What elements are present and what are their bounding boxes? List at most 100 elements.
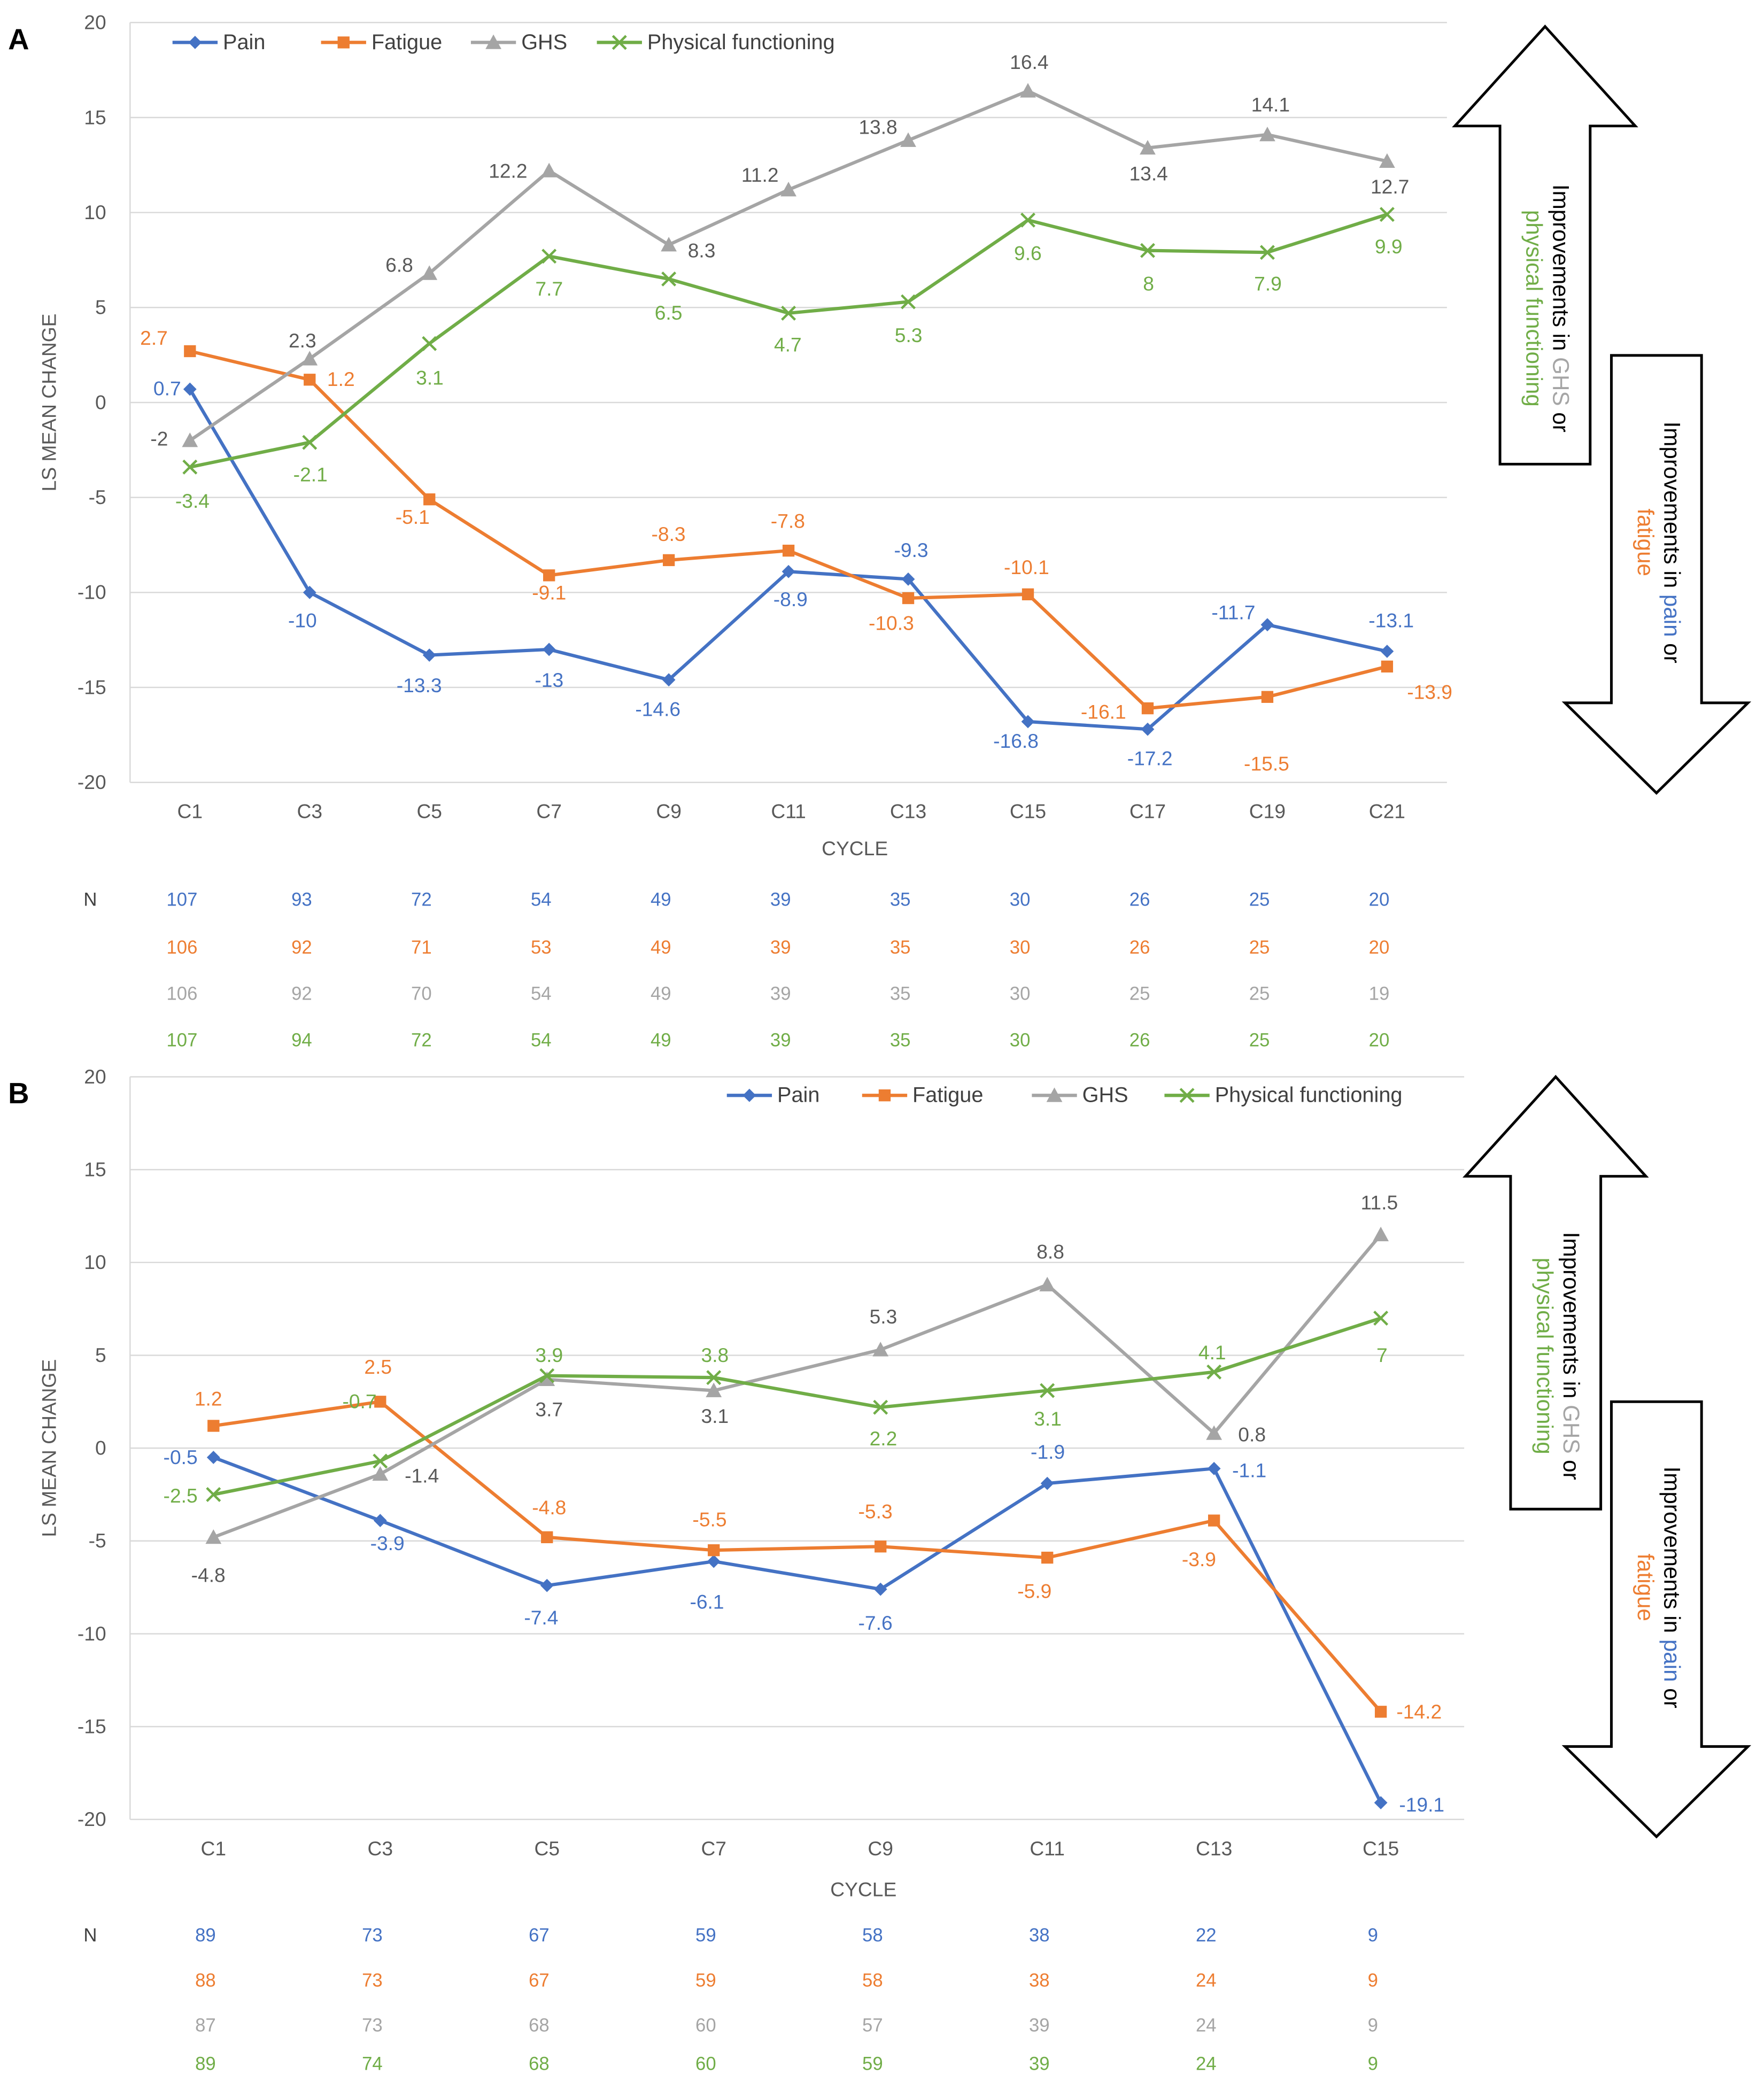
arrow-text-line1: Improvements in GHS or — [1559, 1232, 1584, 1480]
n-value: 49 — [651, 889, 671, 910]
arrow-text-line2: physical functioning — [1522, 210, 1547, 407]
y-tick-label: 15 — [84, 106, 106, 128]
y-tick-label: 15 — [84, 1158, 106, 1181]
data-label: 6.5 — [655, 301, 683, 324]
data-point — [1373, 1311, 1389, 1326]
arrow-text: or — [1660, 637, 1685, 663]
n-value: 9 — [1368, 2016, 1378, 2036]
data-point — [302, 435, 318, 450]
n-value: 59 — [695, 1970, 716, 1991]
x-tick-label: C3 — [297, 800, 322, 823]
n-value: 60 — [695, 2016, 716, 2036]
data-point — [207, 1420, 220, 1432]
n-value: 24 — [1196, 1970, 1217, 1991]
data-label: -4.8 — [191, 1564, 226, 1586]
data-label: 1.2 — [327, 368, 355, 390]
arrow-text: Improvements in — [1548, 184, 1573, 357]
n-value: 59 — [862, 2054, 883, 2075]
n-value: 26 — [1129, 889, 1150, 910]
legend-marker — [742, 1088, 756, 1102]
arrow-text-line1: Improvements in pain or — [1660, 1467, 1685, 1708]
data-label: 0.7 — [153, 377, 181, 399]
data-point — [1207, 1461, 1221, 1475]
n-value: 106 — [166, 984, 197, 1004]
data-point — [540, 1578, 554, 1592]
data-label: -3.4 — [175, 490, 210, 512]
data-label: -6.1 — [690, 1590, 724, 1613]
arrow-text-highlight: GHS — [1559, 1405, 1584, 1453]
series-line — [213, 1233, 1382, 1539]
data-point — [1380, 645, 1394, 658]
n-value: 30 — [1010, 938, 1031, 958]
data-label: -0.7 — [342, 1390, 376, 1413]
data-point — [1261, 691, 1274, 703]
data-label: -1.1 — [1232, 1459, 1266, 1482]
data-point — [781, 305, 796, 321]
n-value: 89 — [195, 1925, 216, 1946]
n-value: 30 — [1010, 889, 1031, 910]
data-label: 8.3 — [688, 239, 716, 261]
data-label: -5.5 — [692, 1508, 726, 1531]
n-value: 24 — [1196, 2016, 1217, 2036]
data-point — [1020, 83, 1036, 98]
data-point — [373, 1514, 387, 1527]
data-point — [662, 673, 676, 687]
legend-item: Physical functioning — [1164, 1083, 1402, 1107]
data-point — [1379, 153, 1395, 168]
n-value: 57 — [862, 2016, 883, 2036]
data-point — [1041, 1551, 1054, 1564]
data-point — [539, 1371, 555, 1387]
y-tick-label: 20 — [84, 11, 106, 34]
data-point — [542, 643, 556, 656]
series-line — [213, 1317, 1382, 1497]
x-tick-label: C9 — [868, 1837, 893, 1860]
legend-marker — [878, 1089, 891, 1102]
data-point — [541, 162, 558, 177]
x-tick-label: C17 — [1129, 800, 1166, 823]
legend-label: Fatigue — [372, 30, 442, 54]
data-point — [1022, 588, 1034, 601]
legend-item: Fatigue — [862, 1083, 983, 1107]
chart-A: A -20 -15 -10 -5 0 5 10 15 20 LS MEAN CHANGE C1 C3 C5… — [8, 11, 1752, 1050]
data-point — [205, 1529, 222, 1544]
n-value: 67 — [529, 1925, 550, 1946]
legend-item: Pain — [726, 1083, 819, 1107]
legend-label: Physical functioning — [647, 30, 835, 54]
series-pain — [183, 382, 1394, 736]
arrow-text-highlight: pain — [1660, 594, 1685, 637]
data-point — [1373, 1226, 1389, 1242]
n-value: 54 — [531, 1030, 552, 1050]
data-point — [661, 237, 677, 252]
data-label: -9.1 — [532, 581, 566, 603]
data-point — [303, 585, 316, 599]
n-value: 54 — [531, 889, 552, 910]
legend-label: Pain — [223, 30, 265, 54]
data-label: -10.1 — [1004, 556, 1049, 578]
n-value: 106 — [166, 938, 197, 958]
legend-marker — [1046, 1087, 1063, 1102]
data-point — [184, 345, 196, 358]
data-label: -3.9 — [370, 1532, 405, 1554]
n-label: N — [83, 1925, 97, 1946]
n-value: 25 — [1129, 984, 1150, 1004]
data-point — [374, 1396, 386, 1408]
y-tick-label: 5 — [95, 296, 106, 319]
n-value: 70 — [411, 984, 432, 1004]
data-label: -8.9 — [773, 588, 808, 610]
data-label: 4.7 — [774, 333, 802, 355]
data-labels-ghs: -2 2.3 6.8 12.2 8.3 11.2 13.8 16.4 13.4 14.1 12.7 — [150, 51, 1409, 450]
n-value: 87 — [195, 2016, 216, 2036]
n-value: 73 — [362, 1970, 383, 1991]
n-value: 54 — [531, 984, 552, 1004]
data-label: 13.8 — [858, 116, 897, 138]
data-label: -1.4 — [405, 1465, 439, 1487]
data-point — [301, 351, 318, 366]
x-tick-label: C11 — [771, 800, 806, 823]
data-label: -2 — [150, 428, 168, 450]
data-label: 2.5 — [364, 1356, 392, 1378]
data-label: 13.4 — [1129, 162, 1167, 184]
up-arrow-icon — [1452, 24, 1638, 466]
